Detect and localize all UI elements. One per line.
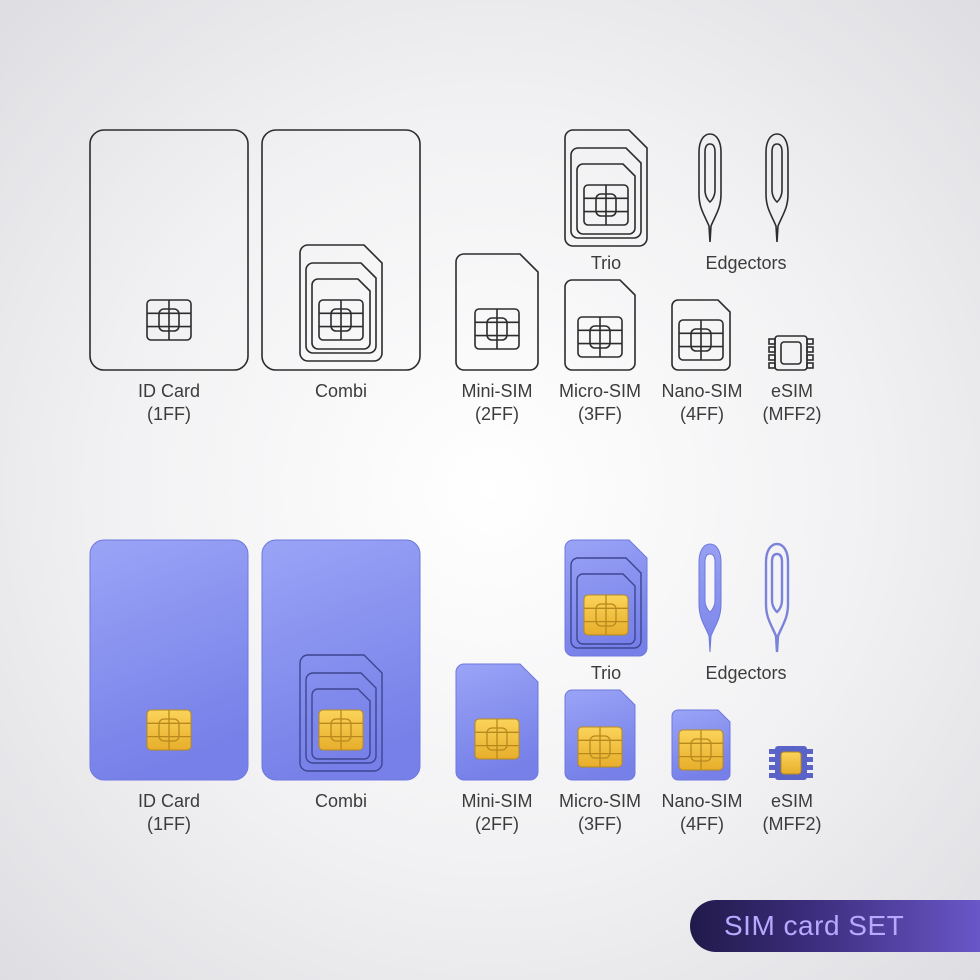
ejector-color-2-icon <box>766 544 788 652</box>
micro-outline-icon <box>565 280 635 370</box>
label-trio-a: Trio <box>565 252 647 275</box>
row-outline <box>90 130 813 370</box>
ejector-outline-2-icon <box>766 134 788 242</box>
label-nano-a: Nano-SIM (4FF) <box>652 380 752 425</box>
label-trio-b: Trio <box>565 662 647 685</box>
label-esim-a: eSIM (MFF2) <box>756 380 828 425</box>
esim-color-icon <box>769 746 813 780</box>
title-text: SIM card SET <box>724 910 904 942</box>
label-esim-b: eSIM (MFF2) <box>756 790 828 835</box>
label-ejectors-b: Edgectors <box>682 662 810 685</box>
nano-color-icon <box>672 710 730 780</box>
label-mini-b: Mini-SIM (2FF) <box>448 790 546 835</box>
sim-card-set-infographic: ID Card (1FF) Combi Mini-SIM (2FF) Micro… <box>0 0 980 980</box>
ejector-outline-1-icon <box>699 134 721 242</box>
esim-outline-icon <box>769 336 813 370</box>
label-micro-b: Micro-SIM (3FF) <box>550 790 650 835</box>
idcard-color-icon <box>90 540 248 780</box>
nano-outline-icon <box>672 300 730 370</box>
label-micro-a: Micro-SIM (3FF) <box>550 380 650 425</box>
label-ejectors-a: Edgectors <box>682 252 810 275</box>
row-color <box>90 540 813 780</box>
idcard-outline-icon <box>90 130 248 370</box>
label-combi-a: Combi <box>262 380 420 403</box>
label-idcard-a: ID Card (1FF) <box>90 380 248 425</box>
trio-outline-icon <box>565 130 647 246</box>
micro-color-icon <box>565 690 635 780</box>
label-combi-b: Combi <box>262 790 420 813</box>
mini-outline-icon <box>456 254 538 370</box>
ejector-color-1-icon <box>699 544 721 652</box>
trio-color-icon <box>565 540 647 656</box>
combi-color-icon <box>262 540 420 780</box>
title-badge: SIM card SET <box>690 900 980 952</box>
label-nano-b: Nano-SIM (4FF) <box>652 790 752 835</box>
combi-outline-icon <box>262 130 420 370</box>
label-idcard-b: ID Card (1FF) <box>90 790 248 835</box>
label-mini-a: Mini-SIM (2FF) <box>448 380 546 425</box>
mini-color-icon <box>456 664 538 780</box>
